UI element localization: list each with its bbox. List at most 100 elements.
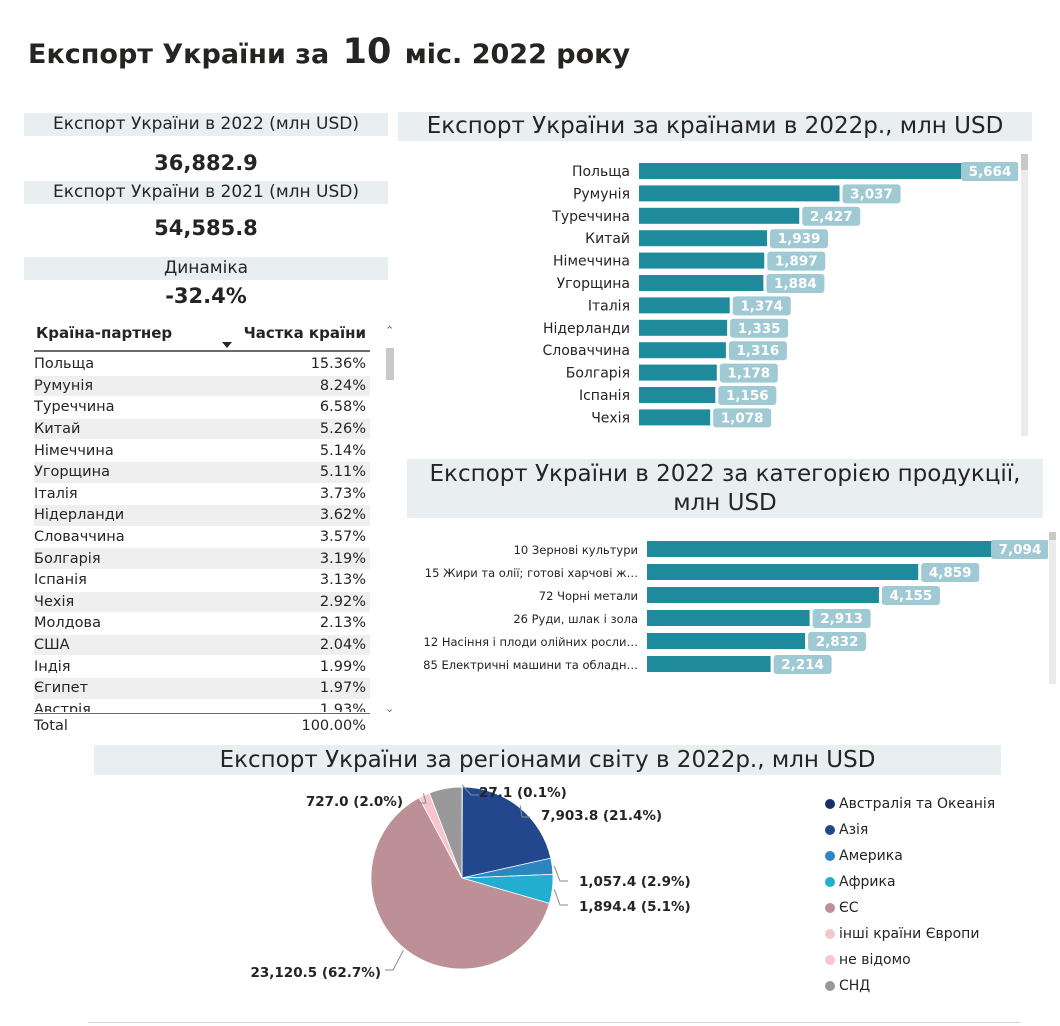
page-title: Експорт України за 10 міс. 2022 року xyxy=(28,32,630,72)
table-row[interactable]: Болгарія 3.19% xyxy=(34,548,370,570)
country-share-table: Країна-партнер Частка країни Польща 15.36… xyxy=(24,320,398,740)
bar[interactable] xyxy=(639,409,711,426)
table-cell-country: Болгарія xyxy=(34,550,101,567)
legend-item[interactable]: Азія xyxy=(825,817,1055,843)
data-label: 1,884 xyxy=(774,276,817,292)
slice-data-label: 23,120.5 (62.7%) xyxy=(251,965,382,981)
data-label: 2,832 xyxy=(816,634,859,650)
leader-line xyxy=(519,805,530,818)
leader-line xyxy=(553,889,568,906)
kpi-dynamics-label: Динаміка xyxy=(24,257,388,280)
data-label: 1,939 xyxy=(778,231,821,247)
table-row[interactable]: Словаччина 3.57% xyxy=(34,527,370,549)
bar[interactable] xyxy=(639,252,765,269)
legend-item[interactable]: інші країни Європи xyxy=(825,921,1055,947)
table-cell-country: Італія xyxy=(34,485,78,502)
legend-label: інші країни Європи xyxy=(839,926,980,942)
bar[interactable] xyxy=(639,387,716,403)
leader-line xyxy=(461,784,479,796)
bar[interactable] xyxy=(647,633,806,649)
bar[interactable] xyxy=(639,297,730,314)
data-label-bg xyxy=(728,341,787,361)
scroll-down-icon[interactable]: ⌄ xyxy=(385,702,395,715)
table-cell-share: 2.13% xyxy=(319,615,366,632)
legend-item[interactable]: ЄС xyxy=(825,895,1055,921)
data-label: 1,078 xyxy=(721,410,764,426)
table-row[interactable]: Угорщина 5.11% xyxy=(34,461,370,484)
legend-label: ЄС xyxy=(839,900,859,916)
table-row[interactable]: Китай 5.26% xyxy=(34,418,370,441)
column-header-share[interactable]: Частка країни xyxy=(243,324,366,342)
data-label-bg xyxy=(767,251,826,271)
column-header-country[interactable]: Країна-партнер xyxy=(36,324,173,342)
bar[interactable] xyxy=(647,656,771,672)
category-label: Угорщина xyxy=(557,276,630,292)
category-label: Іспанія xyxy=(579,388,630,404)
legend-dot-icon xyxy=(825,929,835,939)
category-chart-scrollbar-thumb[interactable] xyxy=(1049,532,1056,540)
scroll-up-icon[interactable]: ⌃ xyxy=(385,324,395,337)
table-row[interactable]: Польща 15.36% xyxy=(34,354,370,376)
category-label: 26 Руди, шлак і зола xyxy=(513,612,638,626)
pie-slice[interactable] xyxy=(370,797,550,970)
legend-item[interactable]: Америка xyxy=(825,843,1055,869)
bar[interactable] xyxy=(639,342,726,359)
legend-label: Азія xyxy=(839,822,869,838)
legend-item[interactable]: Австралія та Океанія xyxy=(825,791,1055,817)
table-row[interactable]: Єгипет 1.97% xyxy=(34,677,370,700)
category-label: Румунія xyxy=(573,186,630,202)
table-row[interactable]: Чехія 2.92% xyxy=(34,591,370,614)
bar[interactable] xyxy=(639,319,728,336)
bar[interactable] xyxy=(647,610,810,626)
slice-data-label: 727.0 (2.0%) xyxy=(306,794,403,810)
table-row[interactable]: США 2.04% xyxy=(34,634,370,657)
table-scrollbar[interactable] xyxy=(385,332,395,717)
table-row[interactable]: Молдова 2.13% xyxy=(34,613,370,635)
category-label: Словаччина xyxy=(543,343,631,359)
table-row[interactable]: Індія 1.99% xyxy=(34,656,370,678)
legend-item[interactable]: не відомо xyxy=(825,947,1055,973)
total-value: 100.00% xyxy=(301,717,366,734)
data-label-bg xyxy=(812,609,871,628)
page-title-suffix: міс. 2022 року xyxy=(404,39,631,70)
category-label: Китай xyxy=(585,231,630,247)
bar[interactable] xyxy=(639,364,717,381)
page-title-number: 10 xyxy=(342,32,392,72)
legend-item[interactable]: Африка xyxy=(825,869,1055,895)
legend-item[interactable]: СНД xyxy=(825,973,1055,999)
pie-slice[interactable] xyxy=(461,786,552,879)
table-row[interactable]: Іспанія 3.13% xyxy=(34,570,370,592)
data-label: 1,156 xyxy=(726,388,769,404)
table-row[interactable]: Нідерланди 3.62% xyxy=(34,505,370,527)
table-scrollbar-thumb[interactable] xyxy=(386,348,394,380)
legend-dot-icon xyxy=(825,903,835,913)
data-label-bg xyxy=(802,206,861,226)
table-row[interactable]: Італія 3.73% xyxy=(34,484,370,506)
category-chart-scrollbar[interactable] xyxy=(1049,532,1056,684)
bar[interactable] xyxy=(647,587,879,603)
table-row[interactable]: Німеччина 5.14% xyxy=(34,440,370,462)
category-label: 85 Електричні машини та обладн… xyxy=(423,658,638,672)
country-chart-scrollbar-thumb[interactable] xyxy=(1021,154,1028,170)
data-label-bg xyxy=(961,162,1018,181)
table-row[interactable]: Туреччина 6.58% xyxy=(34,397,370,419)
country-chart-scrollbar[interactable] xyxy=(1021,154,1028,436)
table-row[interactable]: Австрія 1.93% xyxy=(34,700,370,712)
bar[interactable] xyxy=(639,275,764,291)
bar[interactable] xyxy=(639,163,1013,179)
region-chart-title: Експорт України за регіонами світу в 202… xyxy=(94,745,1001,775)
kpi-export-2022-label: Експорт України в 2022 (млн USD) xyxy=(24,113,388,136)
data-label: 2,214 xyxy=(781,657,824,673)
bottom-divider xyxy=(88,1022,1020,1023)
bar[interactable] xyxy=(639,207,800,224)
legend-label: Америка xyxy=(839,848,903,864)
table-row[interactable]: Румунія 8.24% xyxy=(34,375,370,398)
category-label: 72 Чорні метали xyxy=(539,589,638,603)
bar[interactable] xyxy=(639,230,768,247)
bar[interactable] xyxy=(647,564,919,580)
pie-slice[interactable] xyxy=(428,786,463,879)
sort-descending-icon[interactable] xyxy=(222,342,232,348)
bar[interactable] xyxy=(647,541,1043,557)
bar[interactable] xyxy=(639,185,840,202)
table-cell-country: Чехія xyxy=(34,593,75,610)
